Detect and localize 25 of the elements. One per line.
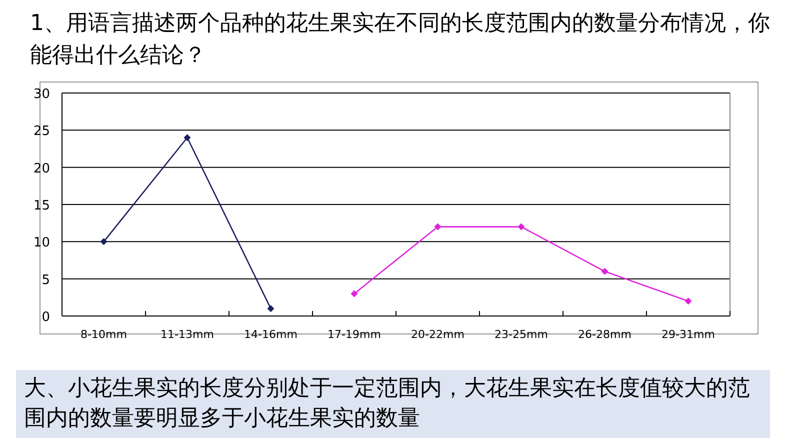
x-tick-label: 11-13mm [160, 328, 214, 341]
y-tick-label: 25 [33, 124, 50, 140]
point [601, 268, 608, 275]
chart-title: 1、用语言描述两个品种的花生果实在不同的长度范围内的数量分布情况，你能得出什么结论？ [30, 10, 771, 70]
x-tick-label: 23-25mm [494, 328, 548, 341]
point [518, 223, 525, 230]
x-tick-label: 8-10mm [80, 328, 127, 341]
x-tick-label: 20-22mm [411, 328, 464, 341]
x-tick-label: 17-19mm [328, 328, 381, 341]
point [100, 238, 108, 246]
y-tick-label: 0 [42, 310, 50, 325]
point [267, 305, 274, 312]
y-tick-label: 10 [33, 236, 50, 251]
x-tick-label: 29-31mm [662, 328, 715, 341]
y-tick-label: 30 [33, 87, 50, 102]
point [184, 134, 191, 142]
y-tick-label: 15 [33, 198, 50, 214]
text: 大、小花生果实的长度分别处于一定范围内，大花生果实在长度值较大的范围内的数量要明显多于小花生果实的数量 [16, 370, 770, 438]
x-tick-label: 14-16mm [244, 328, 298, 341]
x-tick-label: 26-28mm [578, 328, 632, 341]
point [350, 290, 358, 298]
y-tick-label: 20 [33, 161, 50, 176]
y-tick-label: 5 [42, 272, 50, 288]
point [684, 298, 692, 305]
point [434, 223, 442, 230]
